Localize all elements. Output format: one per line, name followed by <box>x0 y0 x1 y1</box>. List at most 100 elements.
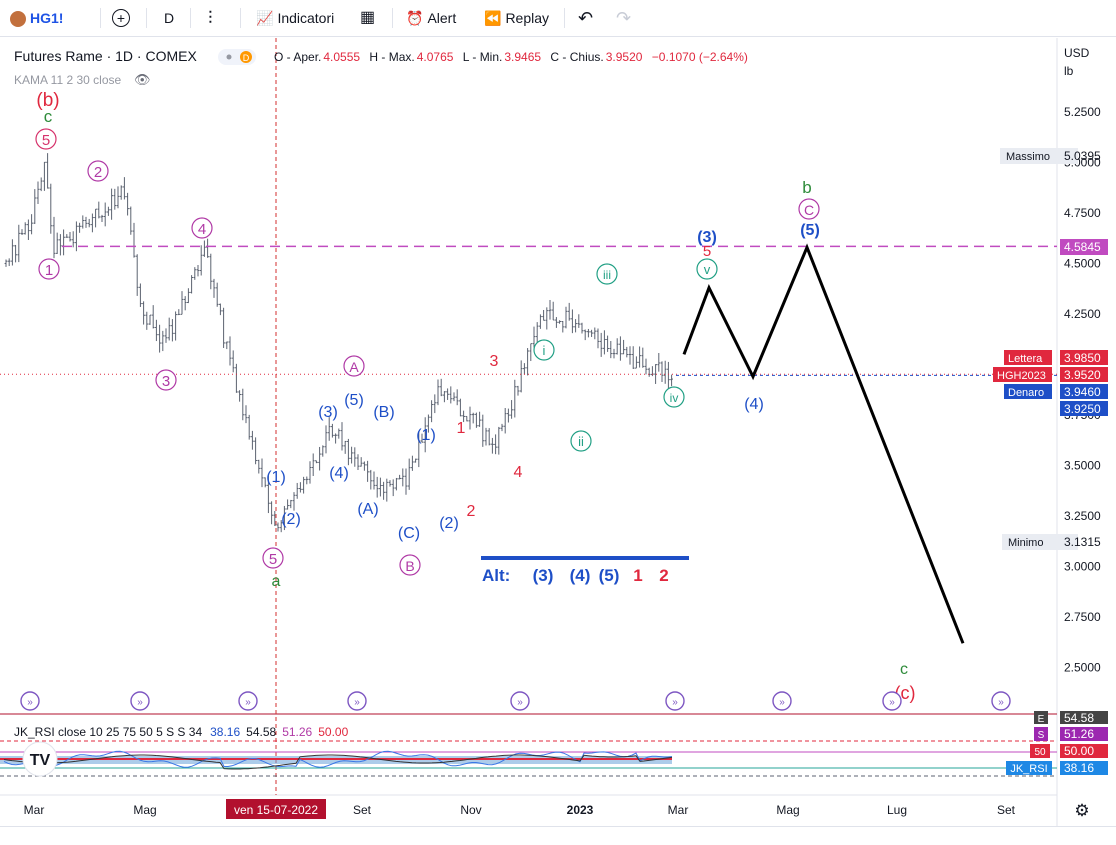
ohlc-bar <box>471 412 475 424</box>
close-value: 3.9520 <box>606 50 643 64</box>
chart-type-button[interactable]: ⫶ <box>208 6 213 30</box>
symbol-title[interactable]: Futures Rame · 1D · COMEX <box>14 48 197 64</box>
ohlc-bar <box>340 422 344 451</box>
unit-label[interactable]: lb <box>1064 64 1074 78</box>
price-tick-label: 3.5000 <box>1064 459 1101 473</box>
add-symbol-button[interactable]: + <box>112 6 130 30</box>
time-axis[interactable]: Mar Mag Set Nov 2023 Mar Mag Lug Set ven… <box>24 799 1090 820</box>
tradingview-logo-icon: TV <box>30 752 51 769</box>
ohlc-bar <box>193 267 197 280</box>
bottom-bar <box>0 826 1116 841</box>
ohlc-bar <box>363 461 366 471</box>
ohlc-bar <box>593 327 597 340</box>
ohlc-bar <box>59 234 62 256</box>
high-value: 4.0765 <box>417 50 454 64</box>
ohlc-bar <box>222 307 225 348</box>
replay-button[interactable]: ⏪ Replay <box>484 6 549 30</box>
ask-value-tag <box>1060 350 1108 365</box>
redo-button[interactable]: ↷ <box>616 6 631 30</box>
ohlc-bar <box>622 339 625 355</box>
rsi-title[interactable]: JK_RSI close 10 25 75 50 5 S S 34 <box>14 725 202 739</box>
ohlc-bar <box>359 457 363 467</box>
ohlc-bar <box>283 505 286 531</box>
event-marker-icon[interactable] <box>991 691 1011 711</box>
rsi-jk-badge <box>1006 761 1052 775</box>
event-marker-icon[interactable] <box>882 691 902 711</box>
event-marker-icon[interactable] <box>510 691 530 711</box>
bars-icon: ⫶ <box>208 8 213 28</box>
ohlc-bar <box>78 222 81 233</box>
chart-area[interactable]: 5.25005.00004.75004.50004.25003.75003.50… <box>0 38 1116 840</box>
ohlc-bar <box>132 222 136 258</box>
wave-labels: (b) c 5 2 4 1 3 5 a A B (3) (5) (B) (1) … <box>35 90 916 703</box>
symbol-button[interactable]: HG1! <box>10 6 63 30</box>
eye-hidden-icon[interactable]: 👁 <box>134 72 151 87</box>
ohlc-bar <box>395 477 398 491</box>
ohlc-bar <box>606 335 609 352</box>
ohlc-bar <box>567 302 571 321</box>
projection-path[interactable] <box>682 243 965 644</box>
copper-icon <box>10 11 26 28</box>
kama-indicator-label[interactable]: KAMA 11 2 30 close <box>14 73 122 87</box>
replay-label: Replay <box>505 10 550 26</box>
event-marker-icon[interactable] <box>238 691 258 711</box>
ohlc-bar <box>113 188 117 210</box>
ohlc-bar <box>7 258 11 267</box>
event-marker-arrow-icon: » <box>889 697 895 708</box>
ohlc-bar <box>631 346 635 369</box>
ohlc-bar <box>267 475 270 514</box>
ohlc-bar <box>430 400 433 423</box>
event-marker-icon[interactable] <box>665 691 685 711</box>
layouts-button[interactable]: ▦ <box>360 6 375 30</box>
ohlc-bar <box>609 341 613 359</box>
event-markers[interactable]: » » » » » » » » » <box>20 691 1011 711</box>
wave-i-circle <box>533 339 555 361</box>
wave-iii-circle <box>596 263 618 285</box>
wave-pA: (A) <box>357 501 378 518</box>
last-value-tag <box>1060 367 1108 382</box>
ohlc-bar <box>555 317 558 328</box>
event-marker-icon[interactable] <box>130 691 150 711</box>
ohlc-bar <box>548 299 552 320</box>
ohlc-bar <box>295 482 299 499</box>
ohlc-bar <box>382 481 385 500</box>
interval-button[interactable]: D <box>164 6 174 30</box>
ohlc-bar <box>129 206 133 235</box>
event-marker-icon[interactable] <box>347 691 367 711</box>
ask-value: 3.9850 <box>1064 351 1101 365</box>
currency-label[interactable]: USD <box>1064 46 1090 60</box>
ohlc-bar <box>30 214 33 235</box>
tradingview-logo[interactable] <box>22 741 58 777</box>
wave-red-5-top: 5 <box>703 243 711 260</box>
event-marker-icon[interactable] <box>772 691 792 711</box>
ohlc-bar <box>171 319 174 342</box>
ohlc-bar <box>644 358 648 375</box>
ohlc-bar <box>260 458 264 488</box>
wave-2: 2 <box>94 164 102 181</box>
wave-b-red: (b) <box>36 90 59 111</box>
ohlc-bar <box>580 322 584 334</box>
indicators-button[interactable]: 📈 Indicatori <box>256 6 334 30</box>
ohlc-bar <box>577 314 581 328</box>
ohlc-bar <box>647 367 651 377</box>
alt-wave-2: 2 <box>659 566 668 585</box>
alert-button[interactable]: ⏰ Alert <box>406 6 456 30</box>
settings-gear-icon[interactable]: ⚙ <box>1074 801 1089 820</box>
undo-button[interactable]: ↶ <box>578 6 593 30</box>
ask-label: Lettera <box>1008 353 1043 365</box>
wave-5-low-circle <box>262 547 284 569</box>
ohlc-bar <box>475 412 478 428</box>
delay-badge-icon <box>240 51 252 63</box>
ohlc-bar <box>219 303 222 316</box>
ohlc-bar <box>491 437 494 454</box>
ohlc-bar <box>308 461 312 484</box>
alt-label: Alt: <box>482 566 510 585</box>
ohlc-bar <box>535 322 539 344</box>
ohlc-bar <box>657 352 661 372</box>
rsi-e-value: 54.58 <box>1064 711 1094 725</box>
alt-wave-1: 1 <box>633 566 642 585</box>
event-marker-icon[interactable] <box>20 691 40 711</box>
wave-a-green: a <box>272 573 281 590</box>
ohlc-bar <box>183 296 187 311</box>
event-marker-arrow-icon: » <box>672 697 678 708</box>
